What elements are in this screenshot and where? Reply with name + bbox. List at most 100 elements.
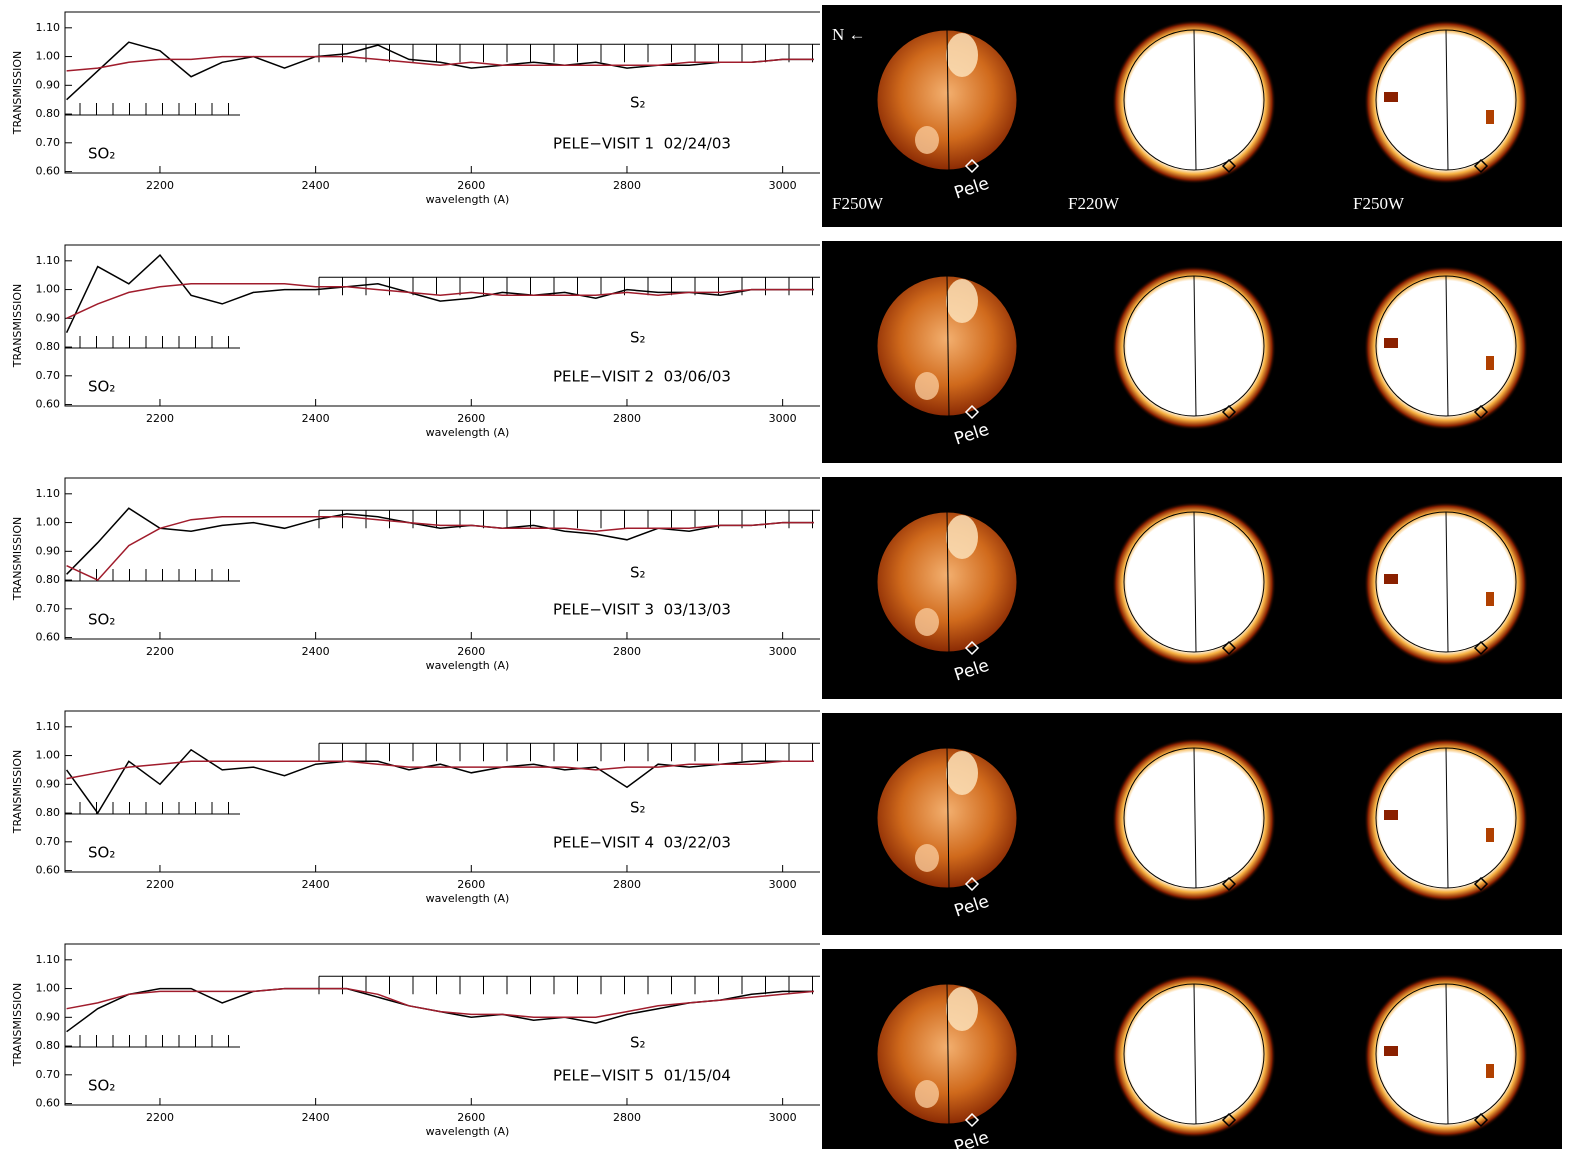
meridian (1193, 29, 1197, 171)
meridian (1445, 747, 1449, 889)
annotation: SO₂ (88, 611, 115, 629)
meridian (946, 275, 950, 417)
planet-glow (1364, 502, 1528, 666)
bright-patch (915, 608, 939, 636)
annotation: S₂ (630, 1034, 646, 1052)
y-axis-label: TRANSMISSION (11, 750, 24, 834)
y-tick-label: 0.90 (36, 78, 61, 91)
x-tick-label: 2800 (613, 1111, 641, 1124)
x-axis-label: wavelength (A) (426, 659, 510, 672)
annotation: S₂ (630, 799, 646, 817)
planet (877, 276, 1017, 416)
x-tick-label: 2600 (457, 645, 485, 658)
planet-glow (1112, 502, 1276, 666)
spectrum-line (66, 55, 814, 72)
x-tick-label: 2600 (457, 878, 485, 891)
planet (877, 30, 1017, 170)
bright-patch (946, 33, 978, 77)
spectrum-line (66, 507, 814, 575)
band-comb (65, 43, 820, 116)
planet (877, 512, 1017, 652)
spectrum-line (66, 987, 814, 1019)
spectrum-line (66, 987, 814, 1033)
band-comb (65, 742, 820, 815)
y-axis-label: TRANSMISSION (11, 517, 24, 601)
x-tick-label: 2400 (302, 645, 330, 658)
y-tick-label: 0.90 (36, 311, 61, 324)
meridian (1193, 511, 1197, 653)
y-axis-label: TRANSMISSION (11, 284, 24, 368)
x-axis-label: wavelength (A) (426, 193, 510, 206)
x-axis-label: wavelength (A) (426, 1125, 510, 1138)
x-tick-label: 2400 (302, 1111, 330, 1124)
y-tick-label: 0.70 (36, 369, 61, 382)
dark-spot (1384, 92, 1398, 102)
x-tick-label: 3000 (769, 412, 797, 425)
annotation: PELE−VISIT 2 03/06/03 (553, 368, 731, 386)
pele-marker (1221, 158, 1237, 174)
y-tick-label: 0.90 (36, 777, 61, 790)
pele-marker (964, 1112, 980, 1128)
x-tick-label: 2200 (146, 645, 174, 658)
bright-patch (946, 515, 978, 559)
annotation: S₂ (630, 94, 646, 112)
y-tick-label: 0.60 (36, 631, 61, 644)
pele-marker (1473, 404, 1489, 420)
pele-marker (964, 404, 980, 420)
planet (877, 984, 1017, 1124)
y-tick-label: 1.00 (36, 749, 61, 762)
annotation: S₂ (630, 329, 646, 347)
x-axis-label: wavelength (A) (426, 892, 510, 905)
planet (877, 748, 1017, 888)
spectrum-line (65, 253, 814, 334)
dark-spot (1486, 110, 1494, 124)
x-tick-label: 2600 (457, 1111, 485, 1124)
pele-marker (1221, 1112, 1237, 1128)
x-tick-label: 2600 (457, 179, 485, 192)
bright-patch (915, 372, 939, 400)
y-axis-label: TRANSMISSION (11, 51, 24, 135)
dark-spot (1384, 1046, 1398, 1056)
annotation: SO₂ (88, 378, 115, 396)
y-tick-label: 1.10 (36, 21, 61, 34)
y-tick-label: 0.60 (36, 165, 61, 178)
x-tick-label: 3000 (769, 645, 797, 658)
y-tick-label: 0.70 (36, 602, 61, 615)
dark-spot (1486, 592, 1494, 606)
x-tick-label: 2800 (613, 645, 641, 658)
meridian (1445, 983, 1449, 1125)
axis-frame (64, 244, 820, 407)
meridian (1193, 983, 1197, 1125)
band-comb (65, 509, 820, 582)
x-tick-label: 2400 (302, 878, 330, 891)
y-tick-label: 0.70 (36, 835, 61, 848)
x-tick-label: 2800 (613, 179, 641, 192)
x-tick-label: 2400 (302, 412, 330, 425)
pele-marker (1221, 640, 1237, 656)
y-tick-label: 0.80 (36, 107, 61, 120)
y-tick-label: 0.60 (36, 1097, 61, 1110)
meridian (946, 983, 950, 1125)
bright-patch (915, 844, 939, 872)
axis-frame (64, 477, 820, 640)
pele-marker (1221, 876, 1237, 892)
band-comb (65, 276, 820, 349)
spectrum-line (66, 516, 814, 582)
y-tick-label: 0.70 (36, 1068, 61, 1081)
meridian (1445, 275, 1449, 417)
y-tick-label: 0.60 (36, 398, 61, 411)
dark-spot (1384, 810, 1398, 820)
pele-marker (1473, 876, 1489, 892)
pele-marker (964, 158, 980, 174)
annotation: S₂ (630, 564, 646, 582)
pele-marker (964, 876, 980, 892)
meridian (946, 29, 950, 171)
x-axis-label: wavelength (A) (426, 426, 510, 439)
meridian (1445, 511, 1449, 653)
y-tick-label: 1.10 (36, 720, 61, 733)
pele-marker (964, 640, 980, 656)
filter-label: F250W (832, 194, 884, 213)
annotation: PELE−VISIT 1 02/24/03 (553, 135, 731, 153)
annotation: SO₂ (88, 145, 115, 163)
